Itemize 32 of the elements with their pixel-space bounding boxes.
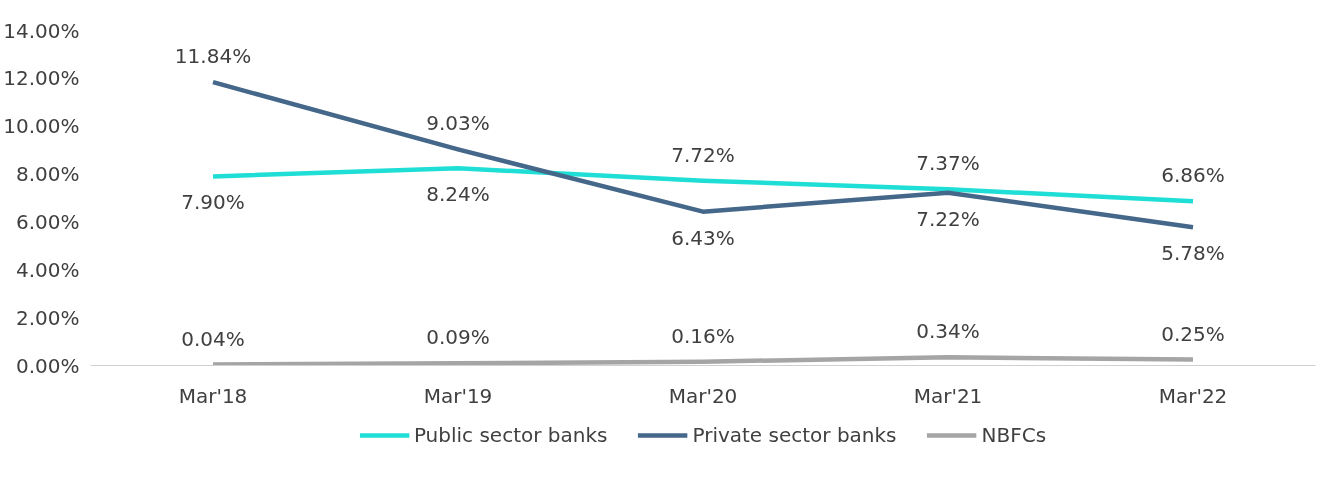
x-tick-label: Mar'21 <box>913 383 983 408</box>
legend-label: Public sector banks <box>413 423 608 447</box>
data-label: 7.37% <box>916 151 980 176</box>
data-label: 6.43% <box>671 225 735 250</box>
y-tick-label: 4.00% <box>15 257 80 282</box>
line-series <box>210 355 1196 366</box>
y-tick-label: 6.00% <box>15 209 80 234</box>
data-label: 0.25% <box>1161 321 1225 346</box>
legend-label: Private sector banks <box>692 423 897 447</box>
x-tick-label: Mar'20 <box>668 383 738 408</box>
data-label: 11.84% <box>174 44 252 69</box>
y-tick-label: 8.00% <box>15 162 80 187</box>
y-tick-label: 14.00% <box>3 18 80 43</box>
data-label: 7.90% <box>181 190 245 215</box>
data-label: 7.72% <box>671 142 735 167</box>
data-label: 0.16% <box>671 323 735 348</box>
legend-label: NBFCs <box>981 423 1047 447</box>
data-label: 0.04% <box>181 326 245 351</box>
y-tick-label: 0.00% <box>15 353 80 378</box>
data-label: 6.86% <box>1161 163 1225 188</box>
x-tick-label: Mar'18 <box>178 383 248 408</box>
data-label: 9.03% <box>426 111 490 136</box>
data-label: 0.34% <box>916 319 980 344</box>
data-label: 0.09% <box>426 325 490 350</box>
data-label: 8.24% <box>426 182 490 207</box>
y-tick-label: 10.00% <box>3 114 80 139</box>
x-tick-label: Mar'19 <box>423 383 493 408</box>
y-tick-label: 12.00% <box>3 66 80 91</box>
y-tick-label: 2.00% <box>15 305 80 330</box>
x-tick-label: Mar'22 <box>1158 383 1228 408</box>
data-label: 5.78% <box>1161 241 1225 266</box>
data-label: 7.22% <box>916 206 980 231</box>
